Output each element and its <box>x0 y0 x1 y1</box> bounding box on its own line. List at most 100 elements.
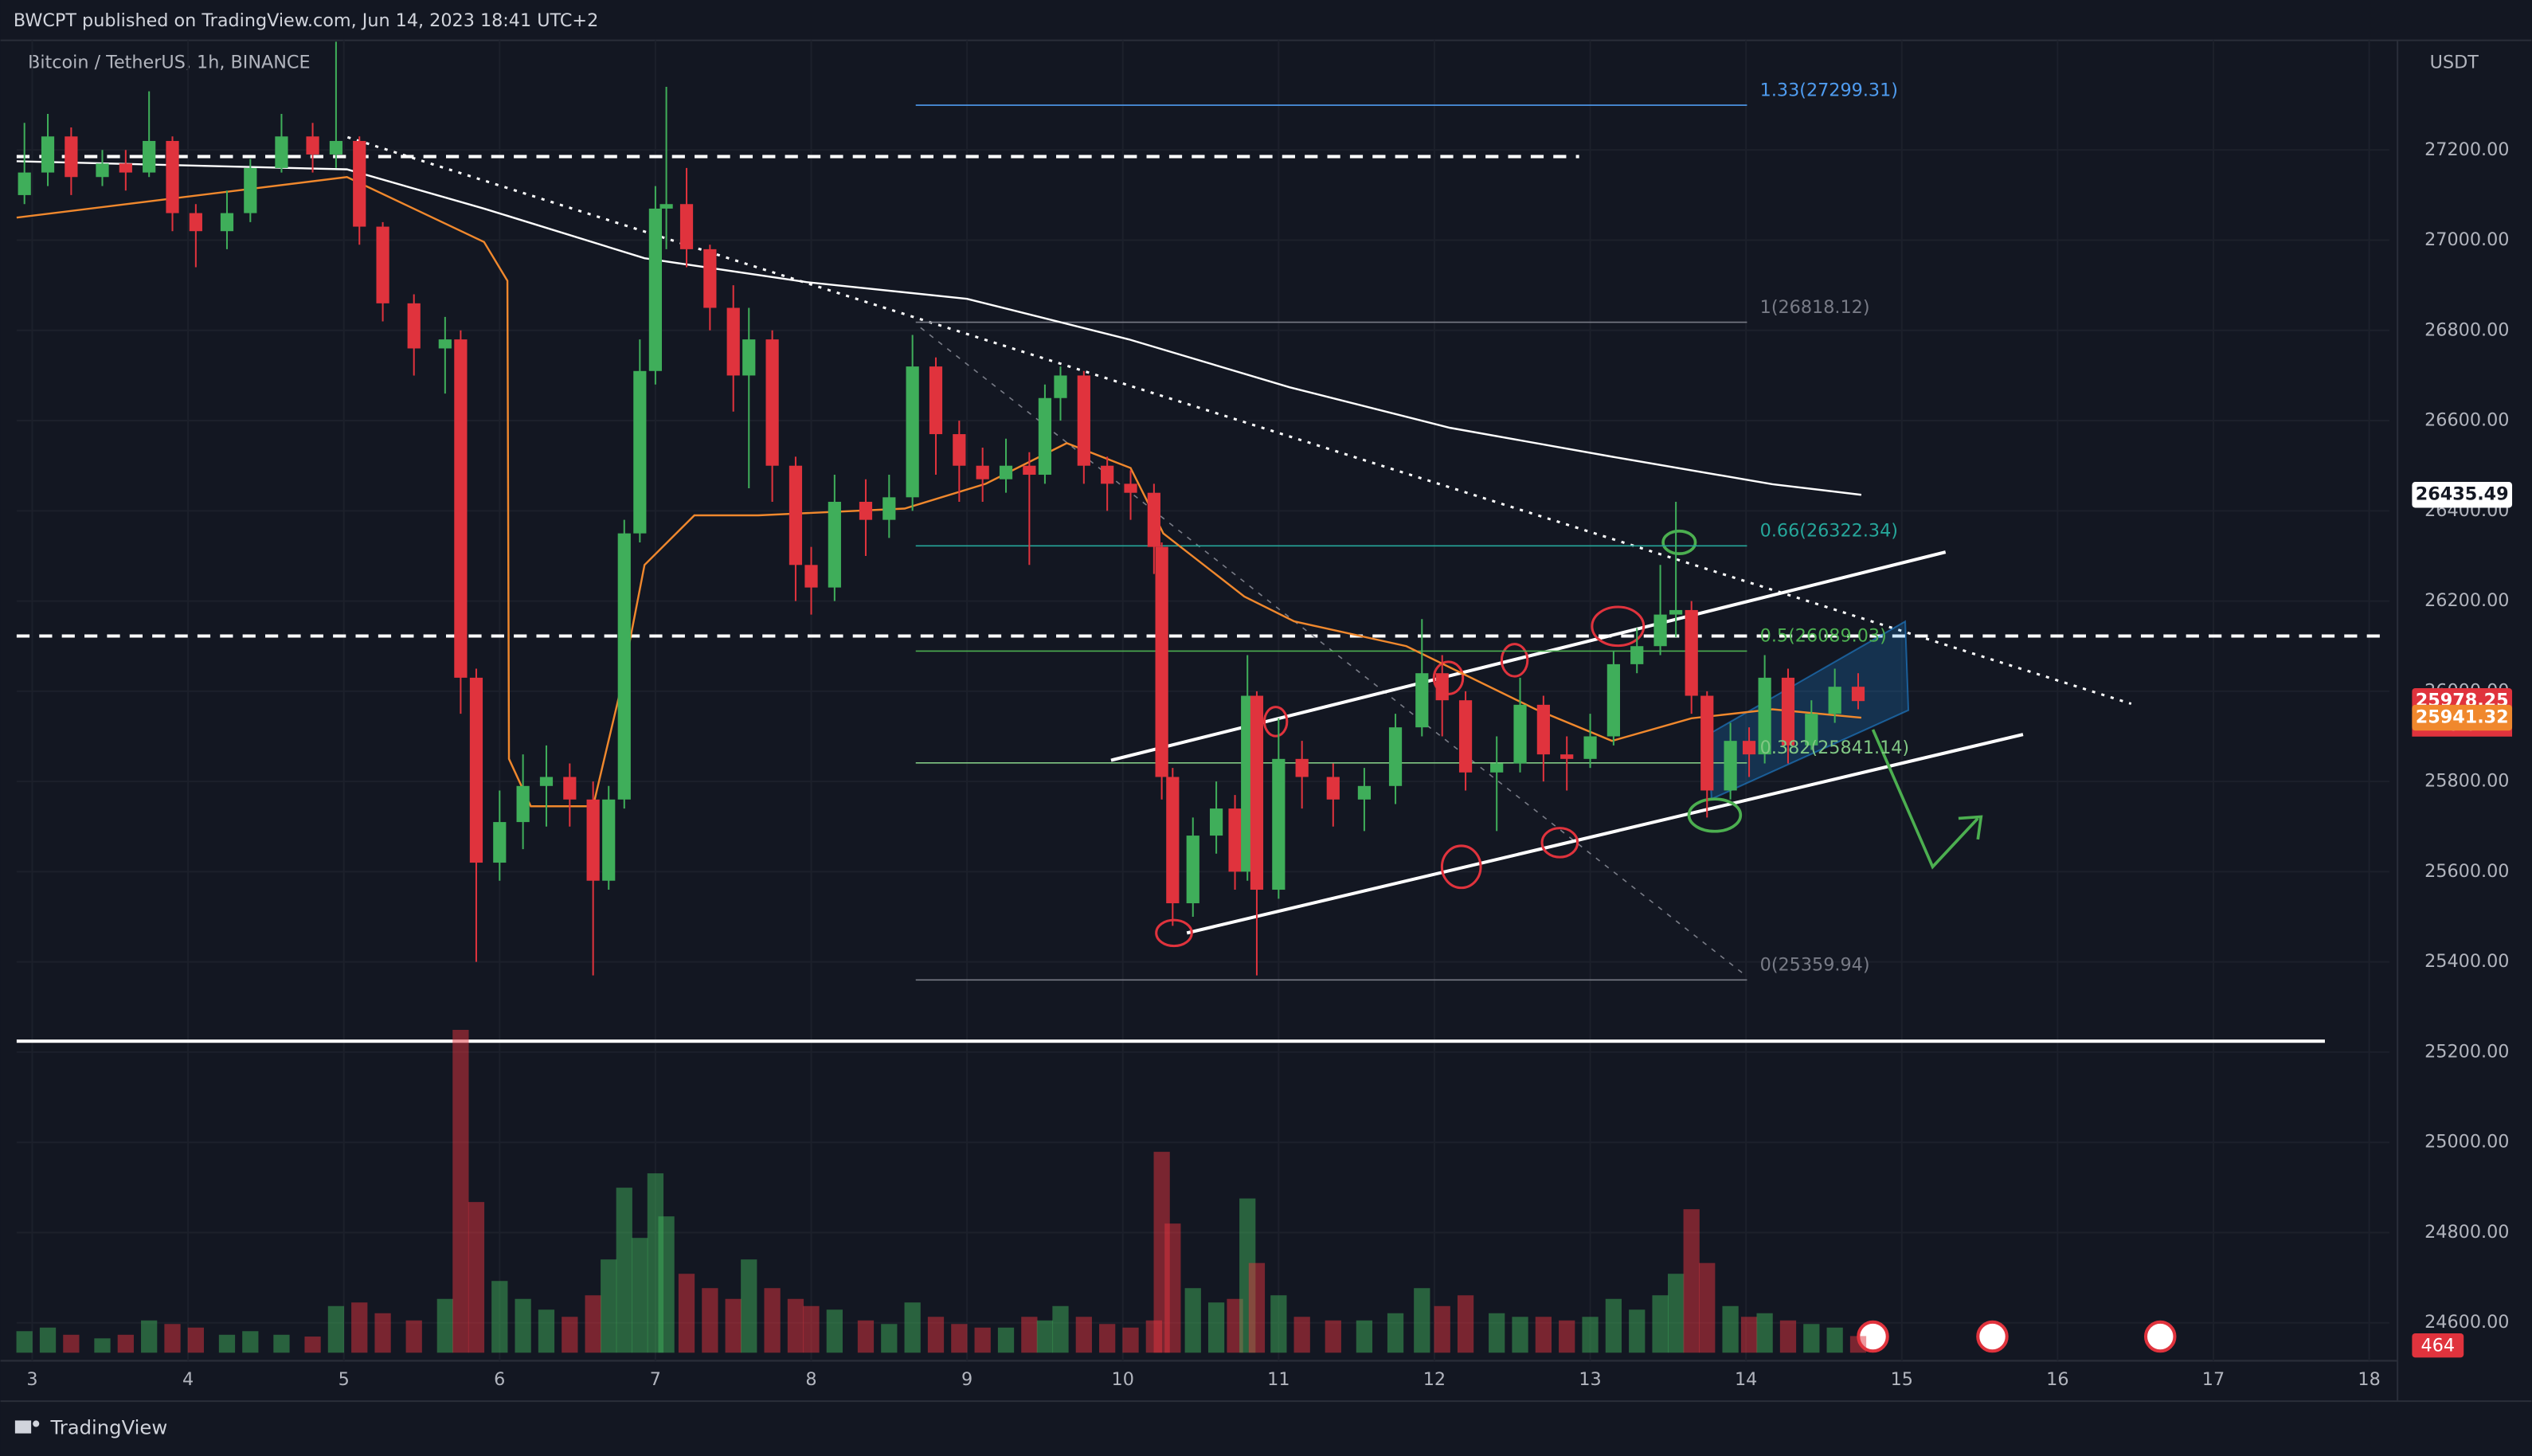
volume-bar <box>452 1029 469 1353</box>
candle-body <box>1357 785 1372 800</box>
x-tick-label: 18 <box>2358 1369 2380 1390</box>
candle-body <box>469 677 483 863</box>
y-tick-label: 24800.00 <box>2424 1222 2509 1243</box>
volume-bar <box>1683 1209 1700 1353</box>
volume-bar <box>904 1302 921 1353</box>
volume-bar <box>1293 1317 1310 1353</box>
candle-body <box>859 502 873 520</box>
volume-bar <box>741 1259 757 1353</box>
volume-bar <box>1629 1309 1646 1353</box>
volume-bar <box>1849 1336 1867 1353</box>
y-tick-label: 26200.00 <box>2424 590 2509 611</box>
candle-body <box>1124 483 1137 493</box>
candle-body <box>539 777 554 786</box>
volume-bar <box>562 1317 578 1353</box>
candle-body <box>1630 646 1644 664</box>
volume-bar <box>1559 1320 1575 1353</box>
y-tick-label: 25800.00 <box>2424 771 2509 792</box>
candle-body <box>679 204 694 249</box>
candle-body <box>1101 465 1114 484</box>
volume-bar <box>826 1309 843 1353</box>
currency: USDT <box>2430 53 2479 73</box>
volume-bar <box>1248 1262 1266 1353</box>
volume-bar <box>141 1320 158 1353</box>
fib-label: 0(25359.94) <box>1760 955 1870 976</box>
x-tick-label: 16 <box>2046 1369 2068 1390</box>
candle-body <box>1415 673 1429 728</box>
volume-label-box <box>2412 1333 2464 1358</box>
volume-bar <box>1052 1305 1069 1353</box>
x-tick-label: 7 <box>650 1369 661 1390</box>
y-tick-label: 25600.00 <box>2424 861 2509 882</box>
x-tick-label: 14 <box>1735 1369 1757 1390</box>
candle-body <box>1155 546 1168 777</box>
price-label-box <box>2412 482 2513 508</box>
candle-body <box>882 497 896 520</box>
volume-bar <box>1512 1317 1528 1353</box>
candle-body <box>1536 704 1550 755</box>
volume-bar <box>242 1331 259 1353</box>
x-tick-label: 5 <box>339 1369 350 1390</box>
candle-body <box>828 502 841 588</box>
volume-bar <box>273 1334 290 1353</box>
symbol: Bitcoin / TetherUS, 1h, BINANCE <box>28 53 311 73</box>
candle-body <box>1583 736 1597 759</box>
volume-bar <box>1457 1295 1474 1353</box>
volume-bar <box>1803 1324 1820 1353</box>
volume-bar <box>658 1216 675 1353</box>
candle-body <box>1186 836 1199 904</box>
volume-bar <box>1756 1313 1773 1353</box>
volume-bar <box>1668 1274 1685 1353</box>
volume-bar <box>678 1274 695 1353</box>
candle-body <box>1388 727 1403 786</box>
fib-label: 0.66(26322.34) <box>1760 521 1898 542</box>
candle-body <box>1038 397 1052 476</box>
data-layer <box>16 41 1867 1353</box>
volume-bar <box>327 1305 345 1353</box>
candle-body <box>1700 695 1714 791</box>
candle-body <box>119 163 132 173</box>
candle-body <box>1685 609 1698 696</box>
candle-body <box>1435 673 1449 701</box>
candle-body <box>1669 609 1683 615</box>
candle-body <box>633 370 647 534</box>
fib-label: 0.382(25841.14) <box>1760 738 1910 758</box>
x-tick-label: 4 <box>182 1369 194 1390</box>
candle-body <box>586 799 600 881</box>
volume-bar <box>63 1334 80 1353</box>
candle-body <box>1513 704 1527 764</box>
candle-body <box>789 465 803 566</box>
y-tick-label: 27200.00 <box>2424 139 2509 160</box>
candle-body <box>96 163 109 178</box>
candle-body <box>275 136 288 168</box>
channel-bottom <box>1186 733 2024 935</box>
candle-body <box>65 136 78 178</box>
candle-body <box>1326 777 1340 800</box>
candle-body <box>454 339 468 678</box>
x-tick-label: 17 <box>2202 1369 2225 1390</box>
volume-bar <box>725 1298 742 1353</box>
candle-body <box>376 226 389 303</box>
volume-bar <box>436 1298 453 1353</box>
y-tick-label: 24600.00 <box>2424 1312 2509 1333</box>
event-icons <box>1857 1320 2177 1353</box>
publisher: BWCPT published on TradingView.com, Jun … <box>14 10 598 31</box>
volume-bar <box>787 1298 804 1353</box>
candle-body <box>1077 375 1090 466</box>
footer-brand: TradingView <box>49 1416 167 1439</box>
candle-body <box>563 777 577 800</box>
volume-bar <box>632 1238 648 1353</box>
x-tick-label: 11 <box>1267 1369 1289 1390</box>
volume-bar <box>1434 1305 1450 1353</box>
volume-bar <box>616 1188 632 1353</box>
volume-bar <box>1099 1324 1116 1353</box>
candle-body <box>953 434 966 466</box>
candle-body <box>516 785 530 823</box>
x-tick-label: 9 <box>961 1369 972 1390</box>
candle-body <box>1209 808 1223 836</box>
volume-bar <box>857 1320 875 1353</box>
y-tick-label: 25200.00 <box>2424 1041 2509 1062</box>
volume-bar <box>1387 1313 1404 1353</box>
volume-bar <box>1164 1223 1181 1353</box>
